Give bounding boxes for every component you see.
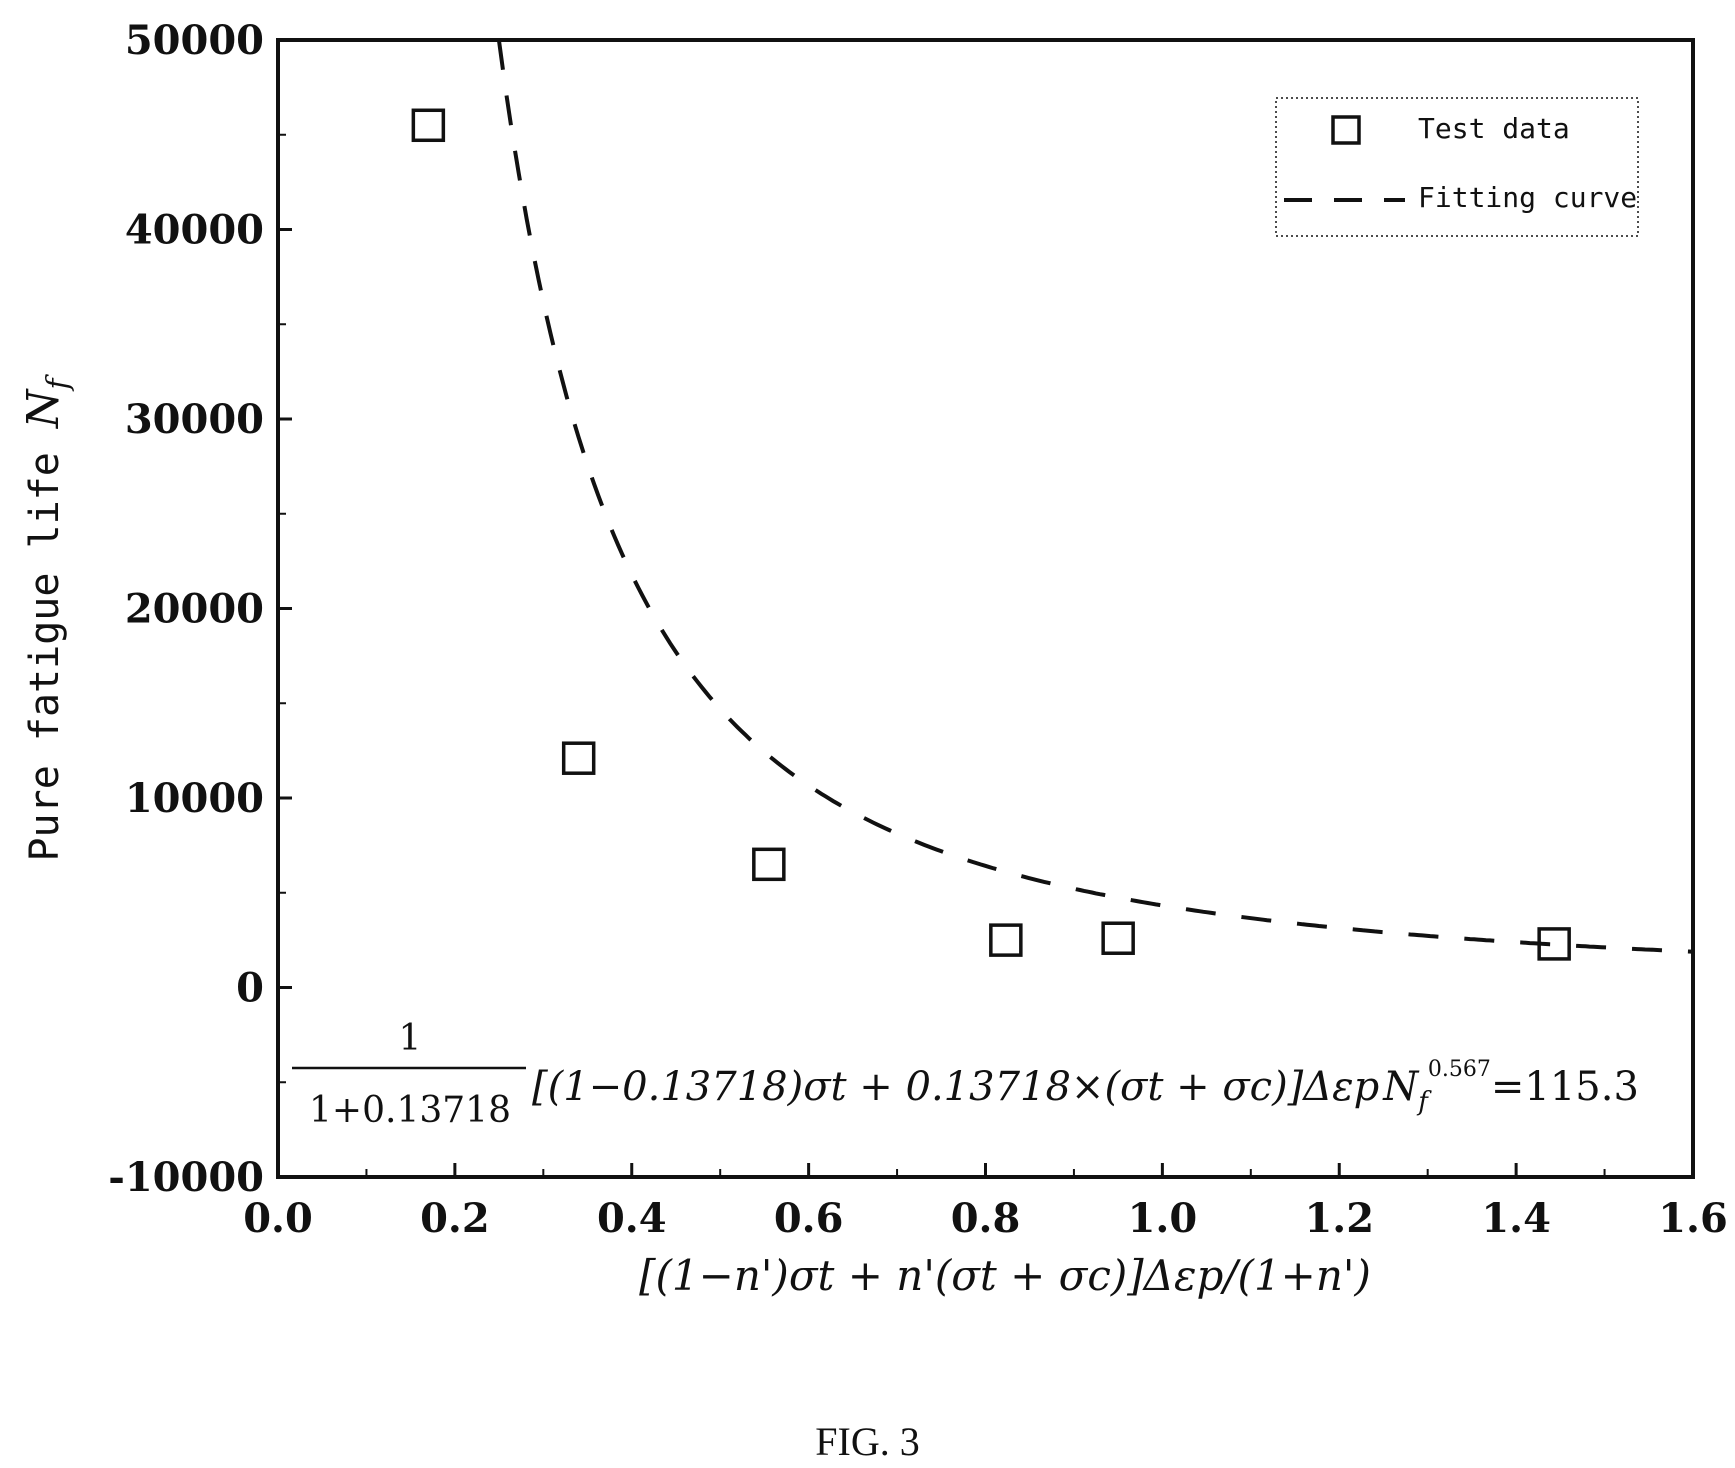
x-tick-label: 1.2 xyxy=(1304,1195,1374,1242)
y-axis-label-subscript: f xyxy=(41,374,76,392)
equation-numerator: 1 xyxy=(399,1018,422,1059)
fitting-curve xyxy=(496,39,1694,954)
data-point xyxy=(411,108,446,143)
equation-denominator: 1+0.13718 xyxy=(309,1090,511,1131)
y-tick-label: 20000 xyxy=(125,586,264,633)
y-tick-label: 10000 xyxy=(125,775,264,822)
y-axis-label-symbol: N xyxy=(18,388,69,429)
equation-nf-symbol: N xyxy=(1382,1064,1420,1110)
legend-fitting-curve-label: Fitting curve xyxy=(1418,181,1637,214)
axis-ticks: 0.0 0.2 0.4 0.6 0.8 1.0 1.2 1.4 1.6 -10000 0 10000 2… xyxy=(108,17,1728,1242)
y-tick-label: 40000 xyxy=(125,207,264,254)
x-tick-label: 0.4 xyxy=(597,1195,667,1242)
equation-rhs: =115.3 xyxy=(1491,1064,1639,1110)
equation-body-text: [(1−0.13718)σt + 0.13718×(σt + σc)]Δεp xyxy=(532,1064,1379,1110)
figure-caption: FIG. 3 xyxy=(815,1419,920,1464)
y-tick-label: -10000 xyxy=(108,1154,264,1201)
x-tick-label: 1.0 xyxy=(1128,1195,1198,1242)
equation-body: [(1−0.13718)σt + 0.13718×(σt + σc)]Δεp Nf… xyxy=(532,1057,1639,1117)
data-point xyxy=(561,741,596,775)
legend-test-data-label: Test data xyxy=(1418,112,1570,145)
fitting-curve-path xyxy=(496,39,1694,954)
equation-exponent: 0.567 xyxy=(1428,1057,1491,1082)
legend-box xyxy=(1275,97,1639,237)
equation-nf-subscript: f xyxy=(1416,1087,1432,1117)
x-tick-label: 0.8 xyxy=(951,1195,1021,1242)
equation-annotation: 1 1+0.13718 [(1−0.13718)σt + 0.13718×(σt… xyxy=(292,1018,1639,1131)
x-tick-label: 1.4 xyxy=(1481,1195,1551,1242)
x-tick-label: 0.2 xyxy=(420,1195,490,1242)
y-tick-label: 30000 xyxy=(125,396,264,443)
x-tick-label: 0.6 xyxy=(774,1195,844,1242)
fatigue-life-chart: 0.0 0.2 0.4 0.6 0.8 1.0 1.2 1.4 1.6 -10000 0 10000 2… xyxy=(18,17,1728,1300)
legend: Test data Fitting curve xyxy=(1275,97,1639,237)
x-tick-label: 1.6 xyxy=(1658,1195,1728,1242)
x-tick-label: 0.0 xyxy=(243,1195,313,1242)
y-axis-label: Pure fatigue life Nf xyxy=(18,374,76,862)
y-tick-label: 0 xyxy=(236,965,264,1012)
x-axis-label: [(1−n')σt + n'(σt + σc)]Δεp/(1+n') xyxy=(639,1251,1371,1300)
data-point xyxy=(1537,927,1571,961)
data-point xyxy=(1101,921,1135,955)
legend-test-data-marker xyxy=(1331,115,1361,145)
data-point xyxy=(989,923,1023,957)
test-data-points xyxy=(411,108,1571,961)
data-point xyxy=(752,847,786,882)
y-tick-label: 50000 xyxy=(125,17,264,64)
y-axis-label-text: Pure fatigue life xyxy=(22,452,68,861)
